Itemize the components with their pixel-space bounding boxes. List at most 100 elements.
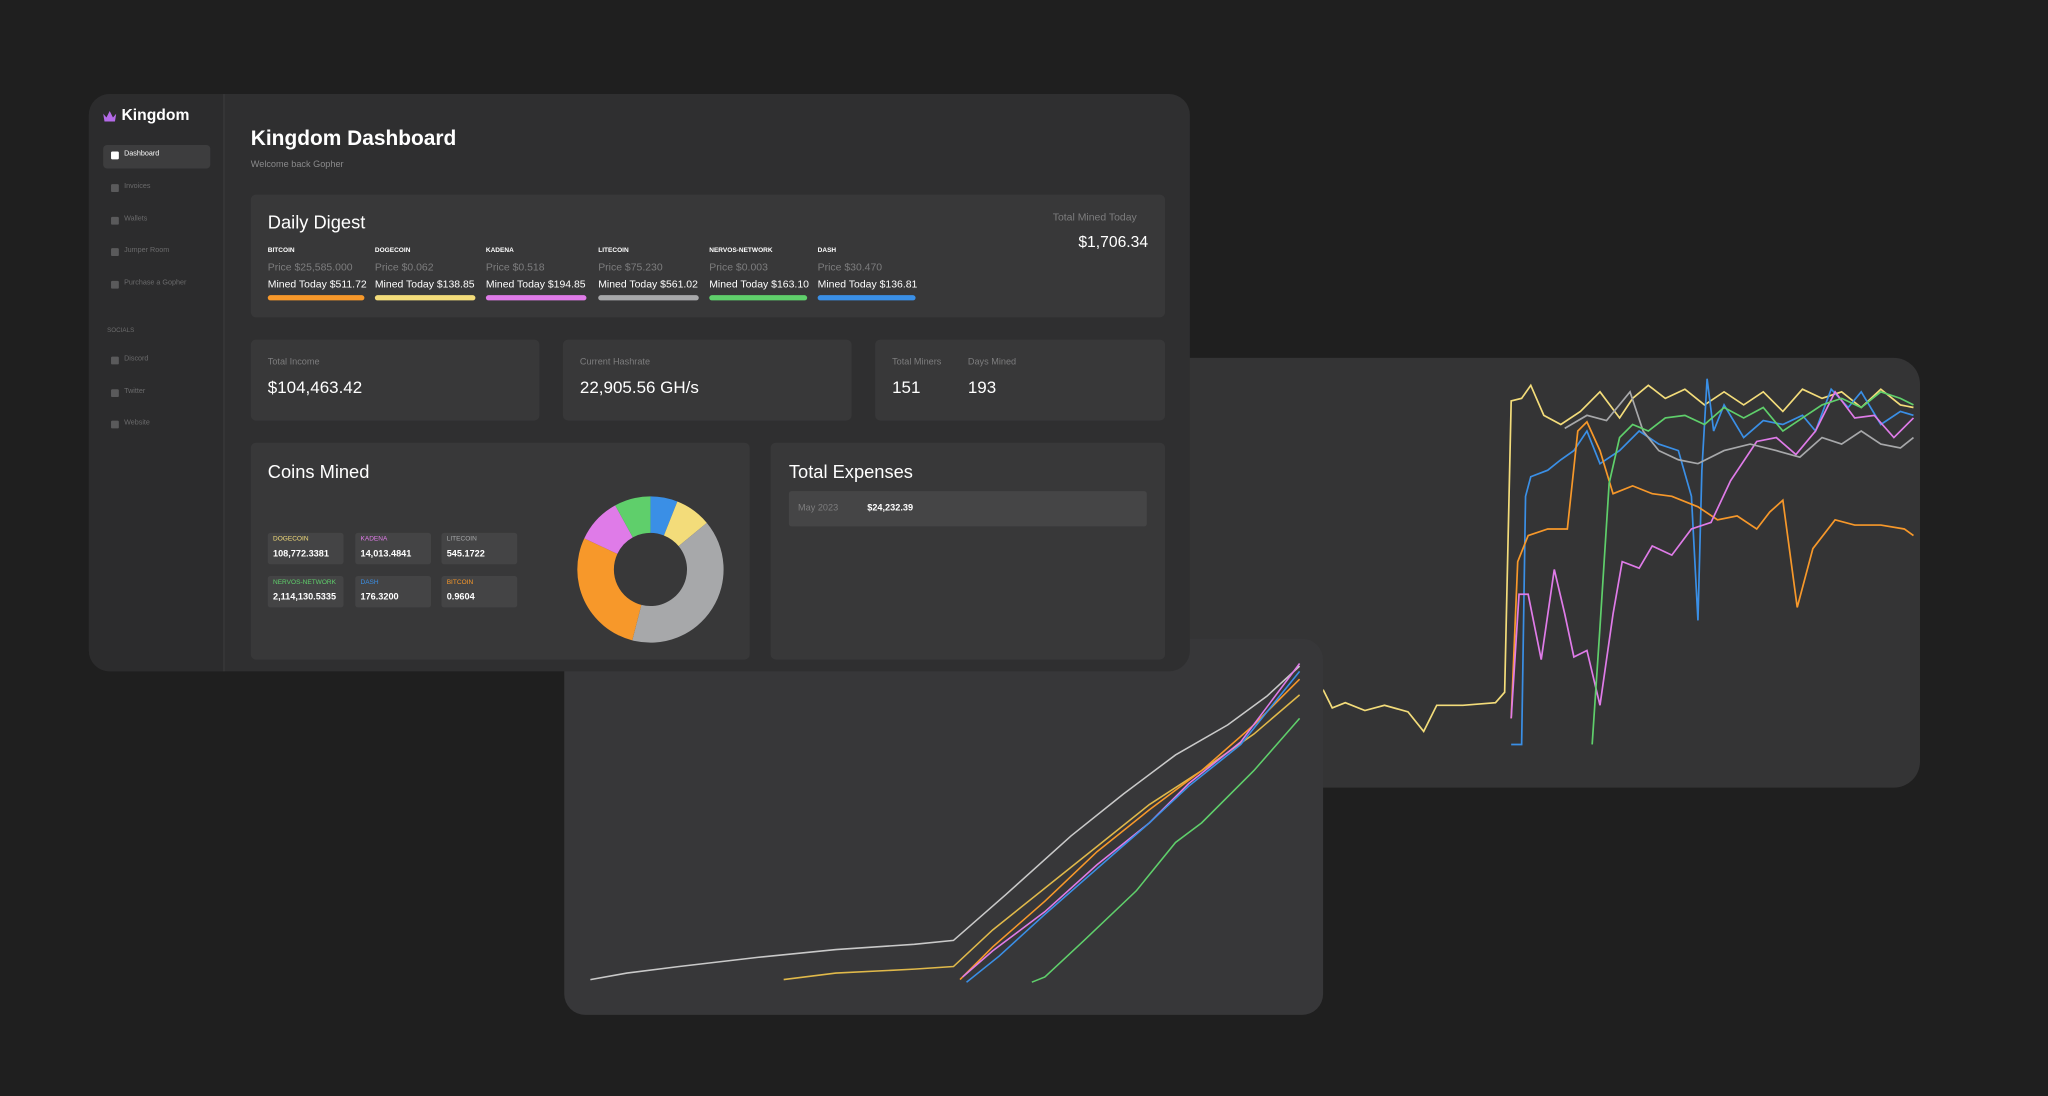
coin-price: Price $30.470 [817,260,883,273]
coin-tile-amount: 108,772.3381 [272,550,329,560]
social-icon [111,356,119,365]
stat-card [250,339,540,421]
coin-tile-name: KADENA [360,535,388,544]
coin-bar [374,295,476,301]
social-item[interactable]: Website [124,419,150,428]
cum-orange [959,678,1301,981]
coin-price: Price $25,585.000 [267,260,353,273]
cum-yellow [783,694,1301,981]
coin-price: Price $0.003 [709,260,768,273]
coin-tile-name: DOGECOIN [272,535,309,544]
nav-active-bg [103,144,211,169]
stat-label: Total Income [267,358,320,368]
coin-tile-amount: 2,114,130.5335 [272,593,337,603]
coin-name: BITCOIN [267,247,295,256]
coin-name: KADENA [485,247,514,256]
donut-slice [663,501,707,547]
coin-tile-name: DASH [360,578,379,587]
coin-tile [355,532,432,565]
stat-value: $104,463.42 [267,377,363,397]
coin-tile-amount: 545.1722 [446,550,485,560]
cum-blue [966,670,1301,983]
nav-icon [111,184,119,192]
line-green [1591,390,1914,745]
background-chart-bottom [564,638,1324,1015]
socials-heading: SOCIALS [107,328,135,335]
total-mined-label: Total Mined Today [1052,211,1137,223]
coin-name: LITECOIN [598,247,629,256]
nav-item[interactable]: Wallets [124,215,148,224]
donut-slice [650,496,678,536]
coin-tile [267,575,344,608]
nav-item[interactable]: Invoices [124,182,151,191]
digest-title: Daily Digest [267,211,366,233]
coin-bar [817,295,916,301]
coin-tile-name: BITCOIN [446,578,474,587]
stat-value: 22,905.56 GH/s [579,377,699,397]
brand-icon [103,111,117,122]
nav-item[interactable]: Jumper Room [124,246,170,255]
line-pink [1510,390,1915,719]
crown [103,111,117,122]
page-subtitle: Welcome back Gopher [250,160,344,170]
coin-tile-amount: 14,013.4841 [360,550,412,560]
nav-icon [111,151,119,160]
nav-item[interactable]: Dashboard [124,150,160,158]
social-icon [111,420,119,429]
nav-icon [111,280,119,289]
donut-slice [577,538,642,641]
stat-value: 193 [967,377,997,397]
nav-item[interactable]: Purchase a Gopher [124,279,187,288]
donut-slice [632,522,724,643]
coin-tile [441,532,518,565]
coin-bar [709,295,808,301]
cum-gray [590,665,1301,981]
coin-price: Price $0.518 [485,260,545,273]
coin-tile-amount: 176.3200 [360,593,399,603]
coin-name: DOGECOIN [374,247,411,256]
coin-bar [598,295,699,301]
expenses-card [770,442,1166,660]
expense-row [788,491,1147,527]
nav-icon [111,216,119,225]
stat-card [562,339,852,421]
coin-tile-amount: 0.9604 [446,593,475,603]
coin-bar [485,295,587,301]
coin-tile [441,575,518,608]
coin-tile-name: NERVOS-NETWORK [272,578,336,587]
coin-name: NERVOS-NETWORK [709,247,773,256]
expense-amount: $24,232.39 [867,503,914,513]
stat-label: Current Hashrate [579,358,651,368]
line-yellow [1322,383,1914,733]
sidebar [88,94,225,672]
stat-label: Total Miners [892,358,942,368]
line-gray [1564,390,1914,465]
nav-icon [111,248,119,256]
cumulative-lines [590,663,1301,983]
line-blue [1511,378,1914,746]
social-icon [111,389,119,398]
social-item[interactable]: Twitter [124,387,146,396]
stat-card [875,339,1166,421]
stat-value: 151 [892,377,921,397]
page-title: Kingdom Dashboard [250,128,457,151]
coin-tile [267,532,344,565]
coin-price: Price $75.230 [598,260,663,273]
coin-mined: Mined Today $561.02 [598,277,698,290]
coin-tile-name: LITECOIN [446,535,477,544]
donut-chart [577,496,724,643]
cum-green [1031,717,1301,983]
expense-month: May 2023 [798,503,839,513]
trend-lines [1322,378,1915,746]
line-orange [1510,420,1914,719]
coin-mined: Mined Today $511.72 [267,277,367,290]
coin-bar [267,295,365,301]
social-item[interactable]: Discord [124,355,149,364]
stat-label: Days Mined [967,358,1017,368]
coins-mined-title: Coins Mined [267,461,370,483]
brand-name: Kingdom [121,106,190,125]
total-mined-value: $1,706.34 [1078,232,1149,252]
